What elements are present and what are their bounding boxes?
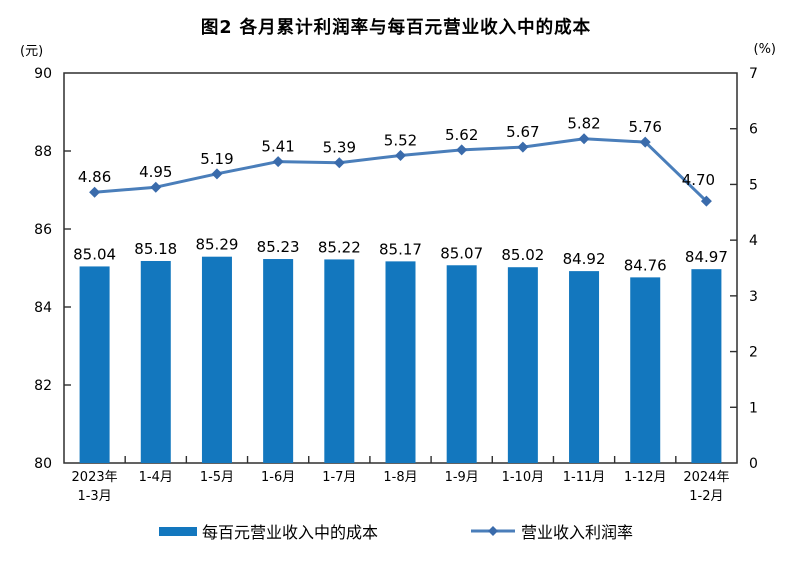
bar [507,267,538,463]
chart-legend: 每百元营业收入中的成本 营业收入利润率 [0,519,792,543]
line-value-label: 5.76 [629,118,662,136]
legend-label-cost: 每百元营业收入中的成本 [201,523,378,542]
bar [691,269,722,463]
line-value-label: 4.86 [78,168,111,186]
line-marker-diamond [395,149,406,161]
line-value-label: 4.95 [139,163,172,181]
x-axis-category-label: 1-3月 [77,489,111,504]
x-axis-category-label: 2024年 [683,470,729,485]
bar-value-label: 85.04 [73,245,116,263]
bar [630,277,661,463]
bar [385,261,416,463]
chart-title: 图2 各月累计利润率与每百元营业收入中的成本 [200,18,592,38]
right-axis-tick-label: 5 [749,177,758,193]
x-axis-category-label: 1-8月 [383,470,417,485]
line-series-swatch-icon [471,526,515,536]
line-value-label: 5.67 [506,123,539,141]
x-axis-category-label: 2023年 [72,470,118,485]
right-axis-tick-label: 1 [749,400,758,416]
bar-series-swatch-icon [158,526,197,536]
line-marker-diamond [639,136,651,148]
line-value-label: 5.62 [445,126,478,144]
right-axis-tick-label: 7 [749,66,758,82]
left-axis-unit-label: (元) [20,44,44,59]
line-marker-diamond [272,156,284,168]
bar [140,260,171,463]
legend-item-profit-rate: 营业收入利润率 [470,519,633,543]
bar-value-label: 85.17 [379,240,422,258]
line-marker-diamond [150,181,162,193]
x-axis-category-label: 1-5月 [200,470,234,485]
bar-value-label: 84.76 [624,256,667,274]
line-marker-diamond [700,195,712,207]
line-marker-diamond [211,168,223,180]
bar-value-label: 85.23 [257,238,300,256]
left-axis-tick-label: 90 [34,66,52,82]
line-value-label: 5.41 [261,138,294,156]
line-marker-diamond [517,141,529,153]
bar-value-label: 85.07 [440,244,483,262]
line-marker-diamond [89,186,101,198]
x-axis-category-label: 1-12月 [624,470,667,485]
left-axis-tick-label: 84 [34,300,52,316]
left-axis-tick-label: 86 [34,222,52,238]
right-axis-tick-label: 3 [749,289,758,305]
line-marker-diamond [456,144,468,156]
x-axis-category-label: 1-6月 [261,470,295,485]
bar [569,271,600,463]
right-axis-tick-label: 4 [749,233,758,249]
left-axis-tick-label: 88 [34,144,52,160]
x-axis-category-label: 1-9月 [445,470,479,485]
right-axis-unit-label: (%) [753,42,777,57]
x-axis-category-label: 1-2月 [689,489,723,504]
bar-value-label: 84.97 [685,248,728,266]
left-axis-tick-label: 82 [34,378,52,394]
right-axis-tick-label: 6 [749,122,758,138]
line-value-label: 5.39 [323,139,356,157]
x-axis-category-label: 1-7月 [322,470,356,485]
bar [446,265,477,463]
bar-value-label: 85.29 [195,236,238,254]
bar-value-label: 85.22 [318,238,361,256]
legend-label-profit-rate: 营业收入利润率 [521,523,634,542]
bar [79,266,110,463]
bar-value-label: 85.18 [134,240,177,258]
line-marker-diamond [333,157,345,169]
bar [324,259,355,463]
line-value-label: 5.52 [384,131,417,149]
left-axis-tick-label: 80 [34,456,52,472]
x-axis-category-label: 1-10月 [502,470,545,485]
right-axis-tick-label: 0 [749,456,758,472]
bar-value-label: 85.02 [501,246,544,264]
line-value-label: 4.70 [682,171,715,189]
bar-value-label: 84.92 [563,250,606,268]
line-value-label: 5.19 [200,150,233,168]
x-axis-category-label: 1-4月 [139,470,173,485]
right-axis-tick-label: 2 [749,345,758,361]
bar [201,256,232,463]
bar [263,259,294,463]
legend-item-cost: 每百元营业收入中的成本 [158,519,378,543]
x-axis-category-label: 1-11月 [563,470,606,485]
line-marker-diamond [578,133,590,145]
line-value-label: 5.82 [567,115,600,133]
